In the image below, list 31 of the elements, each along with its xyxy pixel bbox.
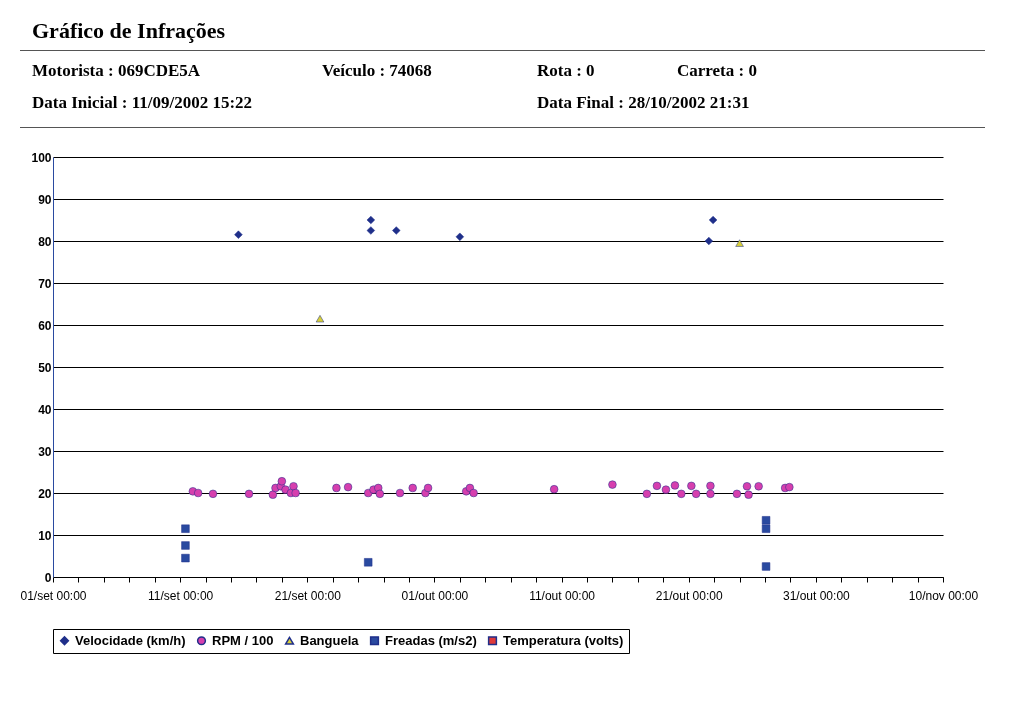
- x-tick-label: 10/nov 00:00: [908, 588, 979, 603]
- y-tick-label: 50: [38, 360, 52, 375]
- x-tick-label: 21/out 00:00: [655, 588, 723, 603]
- text: Veículo : 74068: [322, 61, 433, 81]
- x-tick-label: 21/set 00:00: [274, 588, 342, 603]
- text: Data Inicial : 11/09/2002 15:22: [32, 93, 254, 113]
- y-tick-label: 90: [38, 192, 52, 207]
- y-tick-label: 40: [38, 402, 52, 417]
- x-tick-label: 01/out 00:00: [401, 588, 469, 603]
- legend-label: Velocidade (km/h): [75, 632, 186, 648]
- y-tick-label: 0: [44, 570, 52, 585]
- x-tick-label: 11/out 00:00: [529, 588, 596, 603]
- legend-label: Freadas (m/s2): [385, 632, 477, 648]
- y-tick-label: 60: [38, 318, 52, 333]
- y-tick-label: 80: [38, 234, 52, 249]
- legend-label: RPM / 100: [212, 632, 274, 648]
- x-tick-label: 01/set 00:00: [20, 588, 87, 603]
- x-tick-label: 31/out 00:00: [782, 588, 851, 603]
- y-tick-label: 10: [38, 528, 52, 543]
- text: Rota : 0: [537, 61, 596, 81]
- text: Carreta : 0: [677, 61, 758, 81]
- y-tick-label: 30: [38, 444, 52, 459]
- y-tick-label: 100: [31, 150, 52, 165]
- y-tick-label: 20: [38, 486, 52, 501]
- y-tick-label: 70: [38, 276, 52, 291]
- legend-label: Temperatura (volts): [503, 632, 624, 648]
- text: Motorista : 069CDE5A: [32, 61, 202, 81]
- x-tick-label: 11/set 00:00: [148, 588, 214, 603]
- text: Data Final : 28/10/2002 21:31: [537, 93, 751, 113]
- legend-label: Banguela: [300, 632, 360, 648]
- chart-title: Gráfico de Infrações: [20, 12, 985, 51]
